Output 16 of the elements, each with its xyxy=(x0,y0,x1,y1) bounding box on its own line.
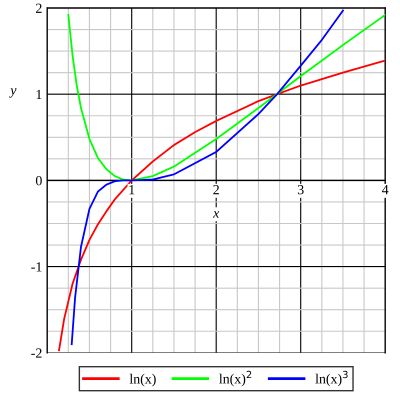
x-axis-title: x xyxy=(212,211,220,218)
y-tick-label: 1 xyxy=(36,90,42,100)
line-series xyxy=(67,14,386,182)
y-tick-label: 0 xyxy=(36,176,42,186)
x-tick-label: 4 xyxy=(382,185,388,194)
line-series xyxy=(70,10,344,346)
x-tick-label: 1 xyxy=(129,185,134,194)
y-axis-title: y xyxy=(9,88,16,98)
x-tick-label: 3 xyxy=(298,185,304,194)
y-tick-label: -2 xyxy=(31,348,42,358)
legend-label: ln(x) xyxy=(130,374,156,386)
y-tick-label: 2 xyxy=(36,4,42,13)
legend-label: ln(x)$^{2}$ xyxy=(219,370,252,386)
x-tick-label: 2 xyxy=(213,185,219,194)
y-tick-label: -1 xyxy=(31,262,42,272)
legend-label: ln(x)$^{3}$ xyxy=(315,370,348,386)
